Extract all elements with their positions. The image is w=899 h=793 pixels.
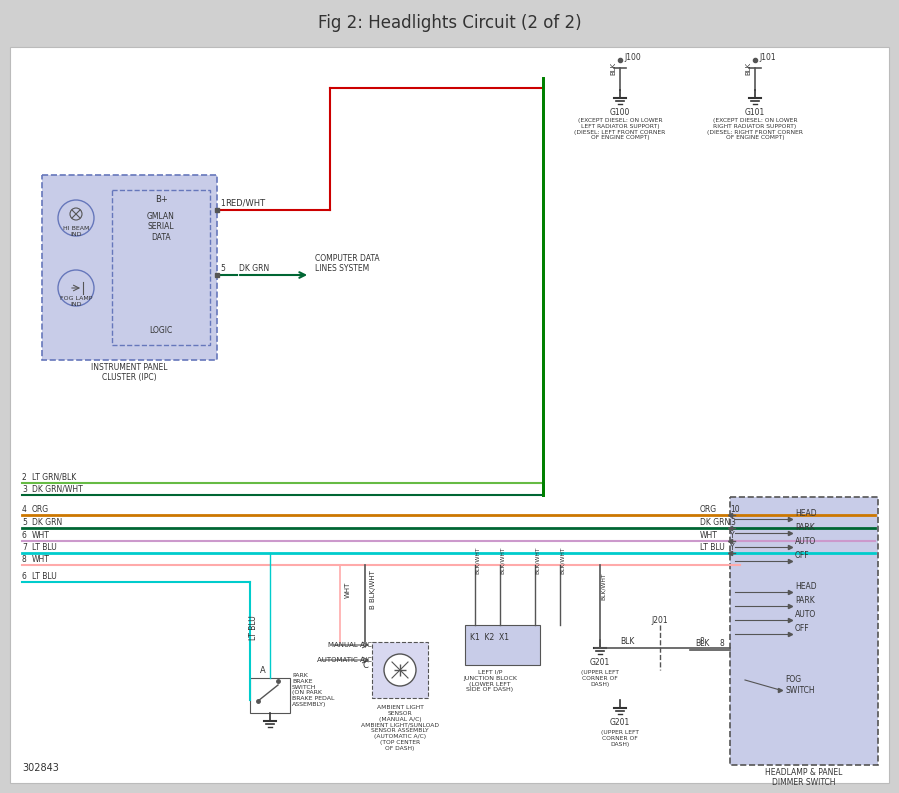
Bar xyxy=(465,625,540,665)
Text: 8: 8 xyxy=(720,639,725,648)
Bar xyxy=(250,678,290,713)
Text: BLK: BLK xyxy=(745,61,751,75)
Text: 3: 3 xyxy=(22,485,27,494)
Text: 8: 8 xyxy=(700,637,705,646)
Text: DK GRN/WHT: DK GRN/WHT xyxy=(32,485,83,494)
Text: DK GRN: DK GRN xyxy=(700,518,730,527)
Text: (UPPER LEFT
CORNER OF
DASH): (UPPER LEFT CORNER OF DASH) xyxy=(581,670,619,687)
Text: DK GRN: DK GRN xyxy=(239,264,269,273)
Text: J101: J101 xyxy=(759,53,776,63)
Text: LT BLU: LT BLU xyxy=(248,615,257,640)
Text: BLK: BLK xyxy=(610,61,616,75)
Text: COMPUTER DATA
LINES SYSTEM: COMPUTER DATA LINES SYSTEM xyxy=(315,254,379,273)
Text: G100: G100 xyxy=(610,108,630,117)
Text: MANUAL A/C: MANUAL A/C xyxy=(328,642,372,648)
Circle shape xyxy=(58,200,94,236)
Text: WHT: WHT xyxy=(32,531,49,540)
Text: OFF: OFF xyxy=(795,624,810,633)
Text: FOG
SWITCH: FOG SWITCH xyxy=(785,676,814,695)
Text: PARK: PARK xyxy=(795,596,814,605)
Bar xyxy=(112,190,210,345)
Text: LT GRN/BLK: LT GRN/BLK xyxy=(32,473,76,482)
Text: INSTRUMENT PANEL
CLUSTER (IPC): INSTRUMENT PANEL CLUSTER (IPC) xyxy=(92,363,168,382)
Text: BLK/WHT: BLK/WHT xyxy=(475,546,480,574)
Text: PARK: PARK xyxy=(795,523,814,532)
Text: G201: G201 xyxy=(590,658,610,667)
Text: Y: Y xyxy=(730,531,734,540)
Text: AMBIENT LIGHT
SENSOR
(MANUAL A/C)
AMBIENT LIGHT/SUNLOAD
SENSOR ASSEMBLY
(AUTOMAT: AMBIENT LIGHT SENSOR (MANUAL A/C) AMBIEN… xyxy=(361,705,439,751)
Text: (EXCEPT DIESEL: ON LOWER
LEFT RADIATOR SUPPORT)
(DIESEL: LEFT FRONT CORNER
OF EN: (EXCEPT DIESEL: ON LOWER LEFT RADIATOR S… xyxy=(574,118,665,140)
Text: 5: 5 xyxy=(220,264,225,273)
Text: LOGIC: LOGIC xyxy=(149,326,173,335)
Text: LT BLU: LT BLU xyxy=(700,543,725,552)
Text: LT BLU: LT BLU xyxy=(32,543,57,552)
Text: B+: B+ xyxy=(155,195,167,204)
Text: ORG: ORG xyxy=(32,505,49,514)
Text: 4: 4 xyxy=(22,505,27,514)
Text: WHT: WHT xyxy=(345,582,351,598)
Text: A: A xyxy=(260,666,266,675)
Text: HEAD: HEAD xyxy=(795,509,816,518)
Text: 6: 6 xyxy=(22,572,27,581)
Text: PARK
BRAKE
SWITCH
(ON PARK
BRAKE PEDAL
ASSEMBLY): PARK BRAKE SWITCH (ON PARK BRAKE PEDAL A… xyxy=(292,673,334,707)
Text: (UPPER LEFT
CORNER OF
DASH): (UPPER LEFT CORNER OF DASH) xyxy=(601,730,639,746)
Text: BLK/WHT: BLK/WHT xyxy=(500,546,505,574)
Text: 1: 1 xyxy=(220,199,225,208)
Text: 10: 10 xyxy=(730,505,740,514)
Text: (EXCEPT DIESEL: ON LOWER
RIGHT RADIATOR SUPPORT)
(DIESEL: RIGHT FRONT CORNER
OF : (EXCEPT DIESEL: ON LOWER RIGHT RADIATOR … xyxy=(707,118,803,140)
Text: HEADLAMP & PANEL
DIMMER SWITCH: HEADLAMP & PANEL DIMMER SWITCH xyxy=(765,768,842,787)
Text: 5: 5 xyxy=(22,518,27,527)
Bar xyxy=(730,497,878,765)
Text: 6: 6 xyxy=(22,531,27,540)
Circle shape xyxy=(384,654,416,686)
Text: BLK/WHT: BLK/WHT xyxy=(535,546,540,574)
Text: LEFT I/P
JUNCTION BLOCK
(LOWER LEFT
SIDE OF DASH): LEFT I/P JUNCTION BLOCK (LOWER LEFT SIDE… xyxy=(463,670,517,692)
Text: 302843: 302843 xyxy=(22,763,58,773)
Text: G201: G201 xyxy=(610,718,630,727)
Text: WHT: WHT xyxy=(32,555,49,564)
Text: J100: J100 xyxy=(624,53,641,63)
Text: BLK/WHT: BLK/WHT xyxy=(560,546,565,574)
Text: DK GRN: DK GRN xyxy=(32,518,62,527)
Text: RED/WHT: RED/WHT xyxy=(225,199,265,208)
Bar xyxy=(0,0,899,45)
Text: Fig 2: Headlights Circuit (2 of 2): Fig 2: Headlights Circuit (2 of 2) xyxy=(317,13,582,32)
Text: OFF: OFF xyxy=(795,551,810,560)
Text: GMLAN
SERIAL
DATA: GMLAN SERIAL DATA xyxy=(147,212,175,242)
Text: BLK/WHT: BLK/WHT xyxy=(601,573,606,600)
Bar xyxy=(42,175,217,360)
Text: BLK: BLK xyxy=(695,639,709,648)
Text: HI BEAM
IND: HI BEAM IND xyxy=(63,226,89,237)
Text: 7: 7 xyxy=(22,543,27,552)
Text: Y: Y xyxy=(730,543,734,552)
Text: WHT: WHT xyxy=(700,531,718,540)
Text: FOG LAMP
IND: FOG LAMP IND xyxy=(60,296,93,307)
Text: C: C xyxy=(362,661,368,669)
Text: HEAD: HEAD xyxy=(795,582,816,591)
Text: K1  K2  X1: K1 K2 X1 xyxy=(470,633,509,642)
Text: AUTO: AUTO xyxy=(795,610,816,619)
Text: BLK: BLK xyxy=(620,637,635,646)
Text: J201: J201 xyxy=(652,616,668,625)
Text: G101: G101 xyxy=(745,108,765,117)
Text: AUTOMATIC A/C: AUTOMATIC A/C xyxy=(317,657,372,663)
Text: LT BLU: LT BLU xyxy=(32,572,57,581)
Text: 3: 3 xyxy=(730,518,734,527)
Text: ORG: ORG xyxy=(700,505,717,514)
Text: 8: 8 xyxy=(22,555,27,564)
Text: B BLK/WHT: B BLK/WHT xyxy=(370,570,376,610)
Text: 2: 2 xyxy=(22,473,27,482)
Text: AUTO: AUTO xyxy=(795,537,816,546)
Bar xyxy=(372,642,428,698)
Circle shape xyxy=(58,270,94,306)
